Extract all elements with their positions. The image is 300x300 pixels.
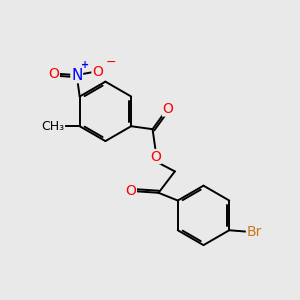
Text: −: −	[106, 56, 116, 69]
Text: N: N	[71, 68, 82, 82]
Text: CH₃: CH₃	[41, 120, 64, 133]
Text: O: O	[48, 67, 59, 81]
Text: O: O	[125, 184, 136, 198]
Text: O: O	[92, 64, 103, 79]
Text: O: O	[163, 102, 173, 116]
Text: Br: Br	[247, 225, 262, 239]
Text: +: +	[81, 60, 89, 70]
Text: O: O	[150, 149, 161, 164]
